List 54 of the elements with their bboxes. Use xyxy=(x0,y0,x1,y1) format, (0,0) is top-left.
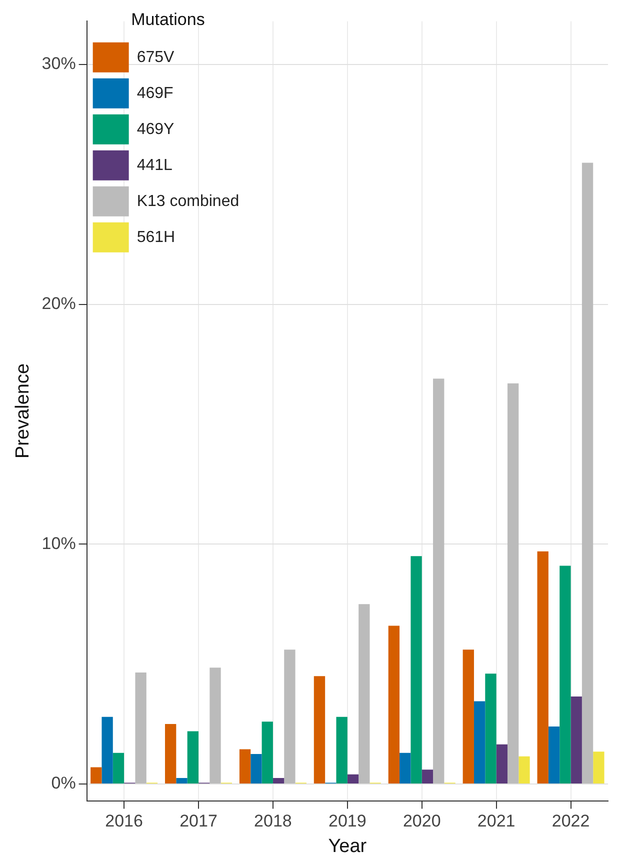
bar xyxy=(537,551,548,784)
bar xyxy=(485,674,496,784)
bar xyxy=(135,672,146,784)
x-tick-label: 2018 xyxy=(254,812,292,831)
bar xyxy=(347,774,359,784)
x-tick-label: 2016 xyxy=(105,812,143,831)
bar xyxy=(250,754,262,784)
x-tick-label: 2020 xyxy=(402,812,441,831)
bar xyxy=(176,778,188,784)
x-axis-title: Year xyxy=(328,836,368,857)
bar xyxy=(187,731,199,784)
bar xyxy=(112,752,124,784)
bar xyxy=(284,650,296,784)
bar xyxy=(410,556,422,784)
legend-label: K13 combined xyxy=(136,192,240,210)
y-tick-label: 30% xyxy=(42,54,76,74)
bar xyxy=(272,778,284,784)
bar xyxy=(593,752,604,784)
x-tick-label: 2017 xyxy=(180,812,218,831)
x-tick-label: 2019 xyxy=(328,812,366,831)
bar xyxy=(582,162,594,784)
bar xyxy=(314,676,326,784)
bar xyxy=(336,716,348,784)
y-axis-title: Prevalence xyxy=(12,363,34,459)
legend-label: 441L xyxy=(136,156,173,174)
bar xyxy=(90,767,102,784)
legend-label: 469F xyxy=(136,84,174,102)
bar xyxy=(388,626,400,784)
bar xyxy=(560,566,571,784)
bar xyxy=(400,752,411,784)
legend-label: 561H xyxy=(136,228,176,246)
x-tick-label: 2021 xyxy=(477,812,516,831)
bar xyxy=(507,383,519,784)
bar xyxy=(210,668,221,784)
bar xyxy=(518,756,530,784)
bar xyxy=(548,726,560,784)
y-tick-label: 20% xyxy=(42,294,76,313)
legend-label: 469Y xyxy=(136,120,175,138)
bar xyxy=(474,701,486,784)
x-tick-label: 2022 xyxy=(552,812,590,831)
bar xyxy=(165,724,176,784)
bar xyxy=(358,604,370,784)
bar xyxy=(496,744,508,784)
bar xyxy=(433,378,444,784)
bar xyxy=(570,696,582,784)
bar xyxy=(422,770,434,784)
bar xyxy=(102,716,113,784)
legend-label: 675V xyxy=(136,48,175,66)
legend-title: Mutations xyxy=(131,10,205,30)
bar xyxy=(462,650,474,784)
bar xyxy=(239,749,251,784)
y-tick-label: 10% xyxy=(42,534,76,553)
y-tick-label: 0% xyxy=(51,774,76,793)
bar xyxy=(262,722,273,784)
